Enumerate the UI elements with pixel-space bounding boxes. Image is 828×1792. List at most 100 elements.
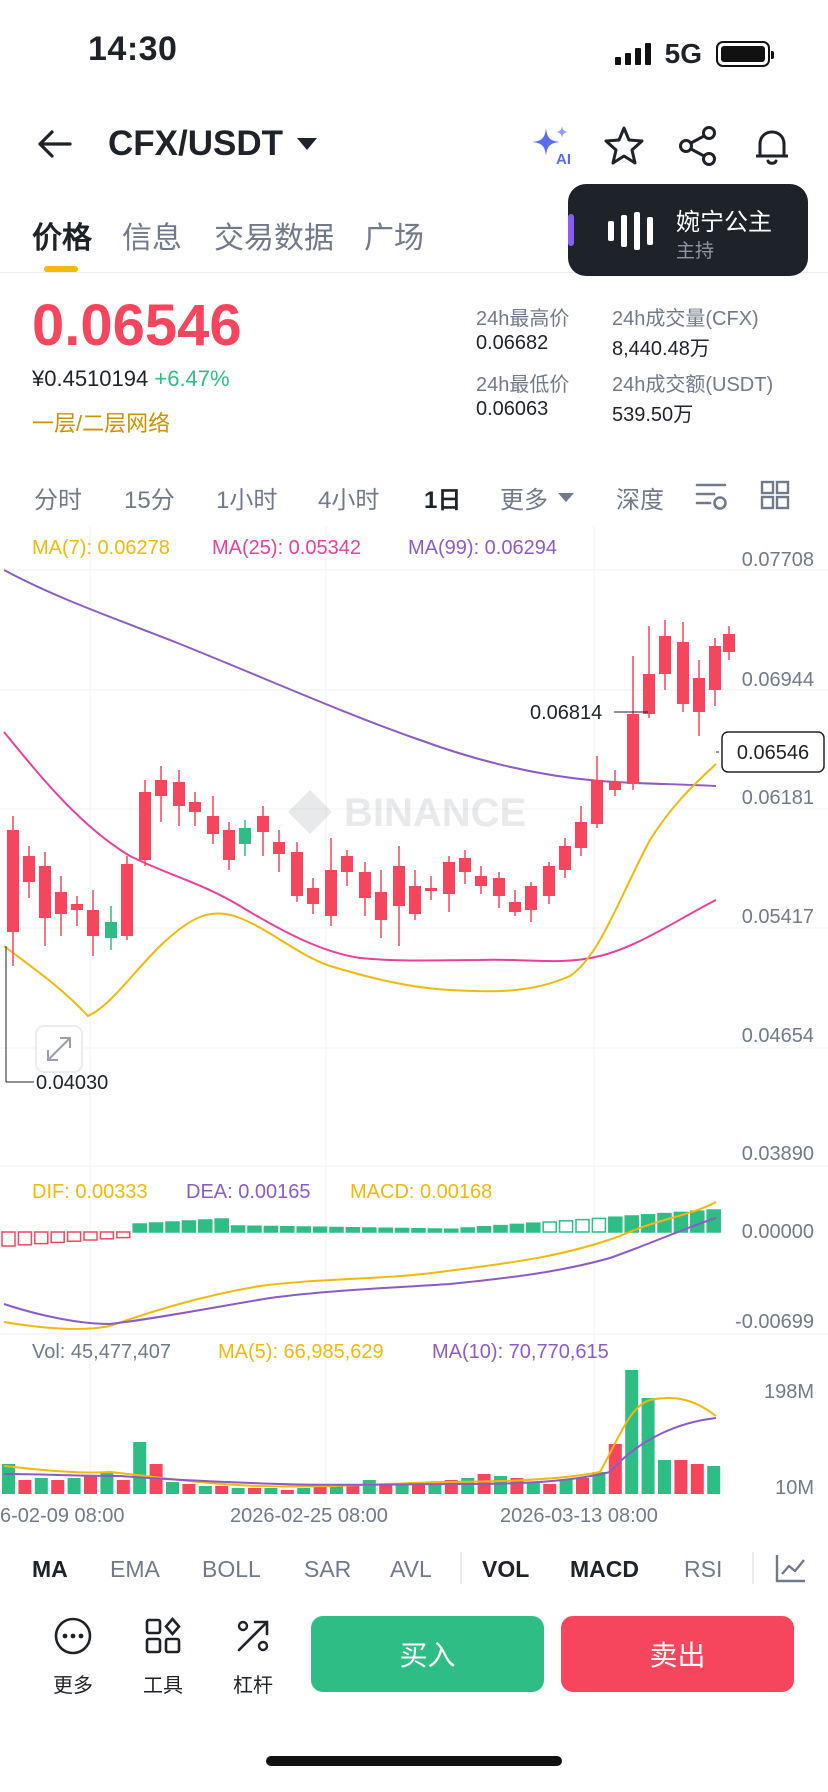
battery-icon (716, 41, 774, 67)
interval-1h[interactable]: 1小时 (216, 487, 278, 514)
tab-price[interactable]: 价格 (32, 222, 92, 255)
interval-4h[interactable]: 4小时 (318, 487, 380, 514)
svg-text:10M: 10M (775, 1477, 814, 1499)
network-tag[interactable]: 一层/二层网络 (32, 411, 171, 436)
macd-bar (493, 1224, 508, 1233)
sell-button[interactable]: 卖出 (561, 1616, 794, 1692)
svg-text:BINANCE: BINANCE (344, 791, 526, 835)
candle-body (409, 886, 421, 914)
candle-body (709, 646, 721, 690)
more-button[interactable]: 更多 (38, 1616, 108, 1698)
candle-body (307, 888, 319, 904)
ma25-legend: MA(25): 0.05342 (212, 537, 361, 559)
volume-bar (264, 1488, 278, 1494)
macd-bar (657, 1212, 672, 1233)
axis-tick: 0.07708 (742, 549, 814, 571)
macd-bar (362, 1227, 377, 1233)
candle-body (559, 846, 571, 870)
indicator-boll[interactable]: BOLL (202, 1556, 261, 1582)
status-indicators: 5G (614, 38, 774, 70)
ma7-line (3, 763, 717, 1018)
interval-1d[interactable]: 1日 (424, 487, 462, 514)
candle-body (393, 866, 405, 906)
candle-body (71, 904, 83, 910)
share-icon[interactable] (676, 124, 720, 168)
status-time: 14:30 (88, 30, 178, 68)
interval-more[interactable]: 更多 (500, 480, 574, 515)
macd-bar (99, 1231, 115, 1240)
candle-body (591, 780, 603, 824)
chart-grid (0, 526, 828, 1506)
indicator-sar[interactable]: SAR (304, 1556, 352, 1582)
volume-bar (231, 1488, 245, 1494)
axis-tick: 0.05417 (742, 906, 814, 928)
tools-button[interactable]: 工具 (128, 1616, 198, 1698)
high-marker: 0.06814 (530, 702, 602, 724)
host-name: 婉宁公主 (676, 209, 772, 236)
volume-bar (576, 1478, 589, 1494)
svg-text:2026-03-13 08:00: 2026-03-13 08:00 (500, 1505, 658, 1526)
macd-bar (411, 1228, 426, 1233)
vol-ma5-legend: MA(5): 66,985,629 (218, 1341, 384, 1363)
tab-info[interactable]: 信息 (122, 222, 182, 255)
tab-square[interactable]: 广场 (364, 222, 424, 255)
interval-depth[interactable]: 深度 (616, 487, 664, 514)
indicator-ema[interactable]: EMA (110, 1556, 160, 1582)
macd-bar (1, 1231, 16, 1247)
candle-body (627, 714, 639, 784)
indicator-rsi[interactable]: RSI (684, 1556, 723, 1582)
macd-legend: MACD: 0.00168 (350, 1181, 492, 1203)
macd-bar (476, 1226, 492, 1233)
indicator-vol[interactable]: VOL (482, 1556, 530, 1582)
candle-body (509, 902, 521, 912)
macd-bar (296, 1226, 311, 1233)
candle-body (39, 866, 51, 918)
volume-bar (608, 1444, 622, 1494)
macd-bar (230, 1225, 246, 1233)
chevron-down-icon (558, 493, 574, 502)
star-icon[interactable] (602, 124, 646, 168)
indicator-avl[interactable]: AVL (390, 1556, 432, 1582)
candle-body (273, 842, 285, 854)
candle-body (105, 922, 117, 938)
bell-icon[interactable] (750, 124, 794, 168)
tabs-divider (0, 272, 828, 273)
home-indicator (266, 1756, 562, 1766)
leverage-button[interactable]: 杠杆 (218, 1616, 288, 1698)
chevron-down-icon (297, 138, 317, 150)
candlestick-chart[interactable]: BINANCE MA(7): 0.06278 MA(25): 0.05342 M… (0, 526, 828, 1526)
indicator-macd[interactable]: MACD (570, 1556, 639, 1582)
macd-bar (50, 1231, 65, 1244)
indicator-ma[interactable]: MA (32, 1556, 68, 1582)
volume-bar (625, 1370, 639, 1494)
candle-body (139, 792, 151, 860)
macd-bar (427, 1228, 443, 1233)
axis-tick: 0.03890 (742, 1143, 814, 1165)
vol-ma10-legend: MA(10): 70,770,615 (432, 1341, 609, 1363)
interval-15m[interactable]: 15分 (124, 487, 175, 514)
macd-axis: 0.00000 -0.00699 (735, 1221, 814, 1333)
macd-bar (608, 1216, 623, 1233)
ma7-legend: MA(7): 0.06278 (32, 537, 170, 559)
volume-bar (559, 1480, 573, 1494)
volume-bar (133, 1442, 147, 1494)
tab-trading-data[interactable]: 交易数据 (214, 222, 334, 255)
macd-bar (394, 1227, 410, 1233)
axis-tick: 0.06944 (742, 669, 814, 691)
binance-watermark: BINANCE (288, 790, 526, 835)
expand-chart-icon[interactable] (35, 1025, 83, 1073)
grid-layout-icon[interactable] (760, 480, 790, 510)
buy-button[interactable]: 买入 (311, 1616, 544, 1692)
chart-settings-icon[interactable] (694, 480, 728, 512)
back-arrow-icon[interactable] (34, 124, 74, 164)
ai-sparkle-icon[interactable]: AI (528, 124, 572, 168)
macd-bar (280, 1226, 295, 1233)
indicator-settings-icon[interactable] (774, 1552, 808, 1584)
last-price: 0.06546 (32, 293, 242, 358)
macd-bar (132, 1223, 147, 1233)
volume-bar (313, 1486, 327, 1494)
ma25-line (3, 731, 717, 963)
pair-selector[interactable]: CFX/USDT (108, 124, 317, 164)
live-host-widget[interactable]: 婉宁公主 主持 (568, 184, 808, 276)
interval-time[interactable]: 分时 (34, 487, 82, 514)
